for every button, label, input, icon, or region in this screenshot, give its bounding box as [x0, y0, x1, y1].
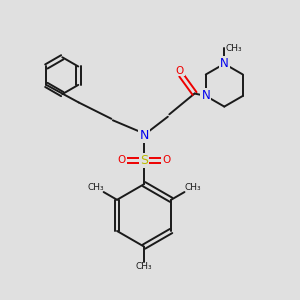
Text: N: N — [220, 57, 229, 70]
Text: N: N — [140, 129, 149, 142]
Text: S: S — [140, 154, 148, 167]
Text: CH₃: CH₃ — [226, 44, 242, 53]
Text: CH₃: CH₃ — [184, 183, 201, 192]
Text: CH₃: CH₃ — [87, 183, 104, 192]
Text: O: O — [176, 66, 184, 76]
Text: N: N — [201, 89, 210, 102]
Text: O: O — [162, 155, 170, 165]
Text: O: O — [118, 155, 126, 165]
Text: CH₃: CH₃ — [136, 262, 152, 271]
